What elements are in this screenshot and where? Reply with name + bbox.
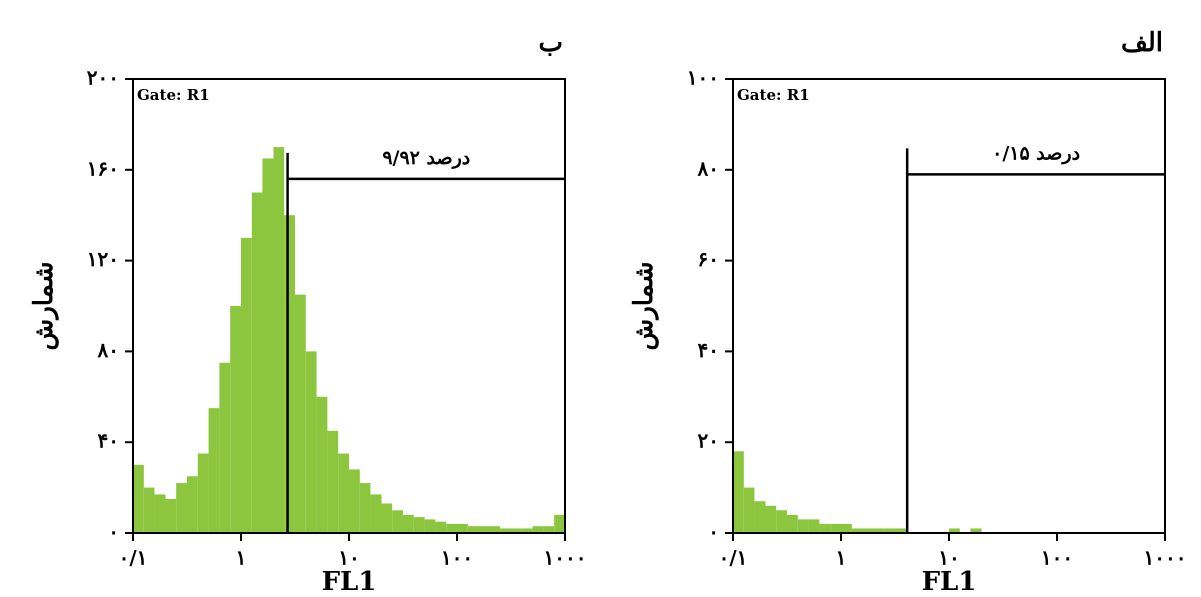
histogram-bar	[370, 494, 382, 533]
histogram-bar	[176, 483, 187, 533]
histogram-bar	[532, 526, 544, 533]
histogram-bar	[230, 306, 241, 533]
histogram-bar	[186, 476, 198, 533]
x-tick-label: ۰/۱	[119, 546, 148, 570]
x-tick-label: ۱۰۰۰	[544, 546, 587, 570]
histogram-bar	[338, 453, 349, 533]
histogram-bar	[862, 528, 874, 533]
gate-label: ۹/۹۲ درصد	[382, 147, 470, 169]
y-tick-label: ۰	[708, 520, 719, 544]
y-tick-label: ۱۶۰	[87, 156, 119, 180]
chart-title: الف	[1121, 28, 1163, 58]
histogram-bar	[251, 192, 263, 533]
histogram-bar	[819, 523, 831, 533]
histogram-bar	[554, 514, 565, 533]
histogram-bar	[197, 453, 209, 533]
histogram-bar	[467, 526, 479, 533]
histogram-bar	[841, 523, 852, 533]
histogram-bar	[262, 158, 274, 533]
histogram-bar	[165, 498, 177, 533]
histogram-bar	[327, 430, 339, 533]
histogram-bar	[765, 505, 777, 533]
histogram-bar	[316, 396, 328, 533]
x-tick-label: ۱۰	[338, 546, 359, 570]
histogram-bar	[797, 519, 809, 533]
histogram-bar	[294, 294, 306, 533]
histogram-bar	[381, 503, 393, 533]
histogram-bar	[733, 451, 744, 533]
histogram-bar	[808, 519, 820, 533]
histogram-bar	[241, 237, 252, 533]
x-tick-label: ۱	[836, 546, 847, 570]
histogram-bar	[446, 523, 457, 533]
x-tick-label: ۱۰۰	[441, 546, 473, 570]
gate-name: Gate: R1	[137, 86, 210, 104]
histogram-bar	[873, 528, 885, 533]
y-axis-label: شمارش	[629, 261, 659, 350]
x-axis-label: FL1	[922, 567, 977, 597]
x-tick-label: ۱	[236, 546, 247, 570]
histogram-bar	[478, 526, 490, 533]
histogram-bar	[884, 528, 895, 533]
x-axis-label: FL1	[322, 567, 377, 597]
histogram-bar	[402, 514, 414, 533]
histogram-bar	[273, 147, 285, 533]
chart-title: ب	[539, 28, 563, 58]
plot-frame	[732, 78, 1166, 534]
histogram-bar	[776, 510, 787, 533]
histogram-bar	[305, 351, 317, 533]
histogram-bar	[143, 487, 155, 533]
x-tick-label: ۱۰۰	[1041, 546, 1073, 570]
histogram-bar	[392, 510, 403, 533]
histogram-bar	[457, 523, 468, 533]
y-tick-label: ۴۰	[98, 429, 119, 453]
y-tick-label: ۱۲۰	[87, 247, 119, 271]
histogram-bar	[208, 408, 220, 533]
histogram-bar	[500, 528, 511, 533]
histogram-bar	[489, 526, 501, 533]
histogram-bar	[359, 483, 371, 533]
y-tick-label: ۱۰۰	[687, 66, 719, 90]
histogram-bar	[435, 521, 447, 533]
histogram-bar	[754, 501, 766, 533]
y-tick-label: ۶۰	[698, 247, 719, 271]
histogram-bar	[349, 469, 360, 533]
y-axis-label: شمارش	[29, 261, 59, 350]
histogram-bar	[743, 487, 755, 533]
histogram-bar	[154, 494, 166, 533]
y-tick-label: ۲۰	[698, 429, 719, 453]
histogram-bar	[510, 528, 522, 533]
x-tick-label: ۱۰	[938, 546, 959, 570]
x-tick-label: ۱۰۰۰	[1144, 546, 1187, 570]
histogram-bar	[133, 464, 144, 533]
y-tick-label: ۲۰۰	[87, 66, 119, 90]
histogram-bar	[786, 514, 798, 533]
y-tick-label: ۸۰	[97, 338, 119, 362]
gate-name: Gate: R1	[737, 86, 810, 104]
histogram-bar	[413, 517, 425, 533]
y-tick-label: ۴۰	[698, 338, 719, 362]
histogram-bar	[284, 215, 295, 533]
x-tick-label: ۰/۱	[719, 546, 748, 570]
histogram-bar	[894, 528, 906, 533]
gate-label: ۰/۱۵ درصد	[992, 142, 1080, 164]
histogram-bar	[851, 528, 863, 533]
histogram-bar	[424, 519, 436, 533]
y-tick-label: ۸۰	[697, 156, 719, 180]
histogram-bar	[219, 362, 231, 533]
histogram-bar	[949, 528, 960, 533]
histogram-bar	[830, 523, 841, 533]
histogram-bar	[970, 528, 982, 533]
histogram-bar	[543, 526, 555, 533]
histogram-bar	[521, 528, 533, 533]
y-tick-label: ۰	[108, 520, 119, 544]
